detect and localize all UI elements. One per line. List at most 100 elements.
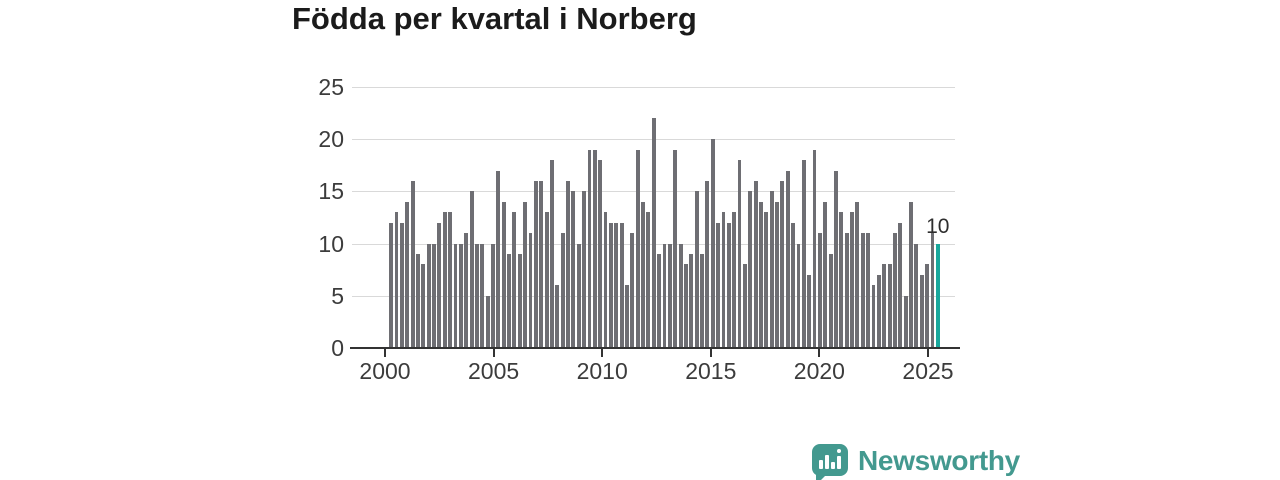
bar bbox=[416, 254, 420, 348]
bar bbox=[892, 233, 897, 348]
bar bbox=[657, 254, 662, 348]
y-axis-tick-label: 5 bbox=[331, 282, 344, 309]
y-axis-tick-label: 0 bbox=[331, 335, 344, 361]
bar bbox=[646, 212, 651, 348]
bar bbox=[464, 233, 469, 348]
bar bbox=[635, 149, 640, 348]
bar bbox=[491, 243, 495, 348]
y-axis-tick-label: 20 bbox=[318, 126, 344, 153]
bar bbox=[550, 160, 554, 348]
bar bbox=[887, 264, 892, 348]
highlighted-bar bbox=[935, 243, 940, 348]
bar bbox=[394, 212, 399, 348]
bar bbox=[914, 243, 919, 348]
last-value-label: 10 bbox=[926, 214, 950, 238]
bar bbox=[764, 212, 769, 348]
bar bbox=[517, 254, 522, 348]
bar bbox=[667, 243, 672, 348]
bar bbox=[769, 191, 774, 348]
bar bbox=[528, 233, 533, 348]
bar bbox=[689, 254, 694, 348]
bar bbox=[539, 180, 544, 348]
x-axis-tick-mark bbox=[384, 349, 386, 357]
bar bbox=[641, 201, 645, 348]
bar bbox=[442, 212, 447, 348]
bar bbox=[801, 160, 806, 348]
newsworthy-brand-text: Newsworthy bbox=[858, 445, 1020, 476]
bar bbox=[909, 201, 913, 348]
bar bbox=[732, 212, 737, 348]
bar bbox=[930, 233, 935, 348]
bar bbox=[726, 222, 731, 348]
y-axis-tick-label: 15 bbox=[318, 178, 344, 205]
bar bbox=[882, 264, 887, 348]
bar bbox=[630, 233, 635, 348]
bar bbox=[469, 191, 474, 348]
bar bbox=[775, 201, 779, 348]
x-axis-tick-label: 2015 bbox=[685, 358, 737, 384]
bar bbox=[592, 149, 597, 348]
bar bbox=[705, 180, 710, 348]
bar bbox=[582, 191, 587, 348]
x-axis-tick-label: 2000 bbox=[359, 358, 411, 384]
x-axis-tick-mark bbox=[927, 349, 929, 357]
bar bbox=[683, 264, 688, 348]
bar bbox=[844, 233, 849, 348]
x-axis-tick-mark bbox=[601, 349, 604, 357]
bar bbox=[608, 222, 613, 348]
bar bbox=[807, 274, 812, 348]
bar bbox=[421, 264, 426, 348]
chart-title: Födda per kvartal i Norberg bbox=[292, 1, 697, 36]
bar bbox=[710, 139, 715, 348]
bar bbox=[453, 243, 458, 348]
bar bbox=[405, 201, 410, 348]
bar bbox=[426, 243, 431, 348]
bar bbox=[560, 233, 565, 348]
gridline bbox=[352, 87, 955, 88]
bar bbox=[619, 222, 624, 348]
newsworthy-speech-bubble-bar-chart-icon bbox=[812, 444, 848, 476]
bar bbox=[737, 160, 742, 348]
bar bbox=[721, 212, 726, 348]
x-axis-tick-label: 2005 bbox=[468, 358, 520, 384]
bar bbox=[716, 222, 721, 348]
bar bbox=[603, 212, 608, 348]
bar bbox=[474, 243, 479, 348]
bar bbox=[571, 191, 576, 348]
bar bbox=[876, 274, 881, 348]
bar bbox=[566, 180, 570, 348]
bar bbox=[898, 222, 903, 348]
bar bbox=[855, 201, 860, 348]
bar bbox=[544, 212, 549, 348]
bar bbox=[919, 274, 924, 348]
bar bbox=[839, 212, 844, 348]
bar bbox=[742, 264, 747, 348]
bar bbox=[496, 170, 501, 348]
bar bbox=[817, 233, 822, 348]
logo-mini-bar-icon bbox=[831, 462, 835, 469]
speech-bubble-tail-icon bbox=[816, 474, 827, 480]
bar bbox=[512, 212, 517, 348]
bar bbox=[437, 222, 442, 348]
bar bbox=[598, 160, 603, 348]
newsworthy-logo: Newsworthy bbox=[812, 444, 1020, 480]
bar bbox=[432, 243, 436, 348]
bar bbox=[903, 295, 908, 348]
x-axis-tick-mark bbox=[818, 349, 821, 357]
y-axis-tick-label: 10 bbox=[318, 230, 344, 257]
bar bbox=[812, 149, 817, 348]
bar bbox=[791, 222, 796, 348]
bar bbox=[780, 180, 785, 348]
logo-mini-bar-icon bbox=[819, 460, 823, 469]
bar bbox=[678, 243, 683, 348]
logo-mini-bar-icon bbox=[837, 456, 841, 469]
bar bbox=[458, 243, 463, 348]
bar bbox=[410, 180, 415, 348]
bar bbox=[748, 191, 753, 348]
bar bbox=[673, 149, 678, 348]
bar bbox=[753, 180, 758, 348]
bar bbox=[700, 254, 704, 348]
bar bbox=[625, 285, 629, 348]
bar bbox=[507, 254, 512, 348]
bar bbox=[834, 170, 838, 348]
